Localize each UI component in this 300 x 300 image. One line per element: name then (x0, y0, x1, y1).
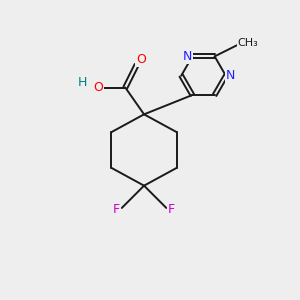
Text: F: F (168, 203, 175, 216)
Text: O: O (136, 53, 146, 66)
Text: CH₃: CH₃ (238, 38, 259, 48)
Text: N: N (226, 69, 236, 82)
Text: N: N (183, 50, 192, 63)
Text: O: O (94, 81, 103, 94)
Text: H: H (77, 76, 87, 89)
Text: F: F (113, 203, 120, 216)
